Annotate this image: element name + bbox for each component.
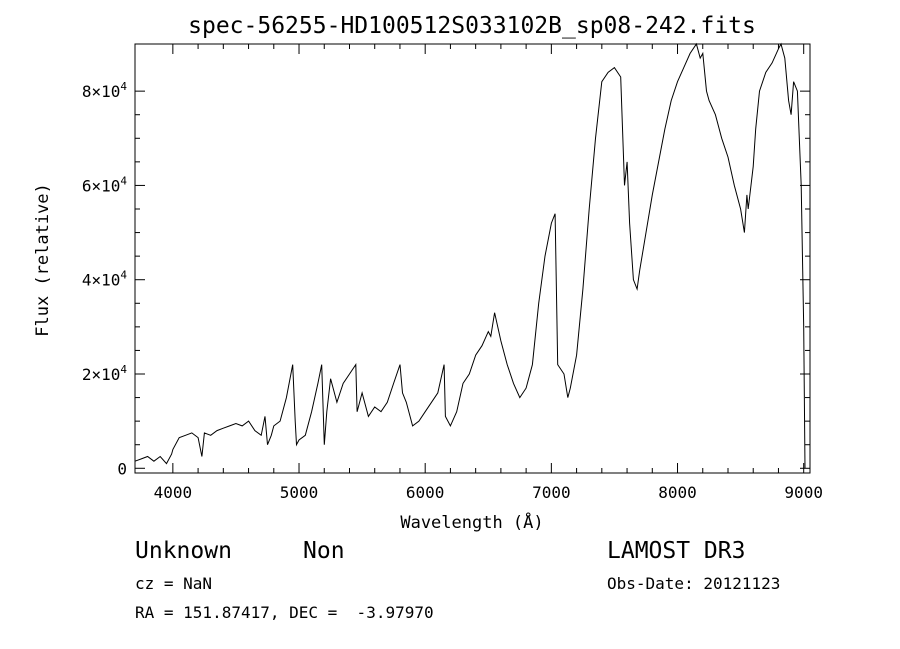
y-tick-label: 8×104 <box>82 80 128 101</box>
y-tick-label: 2×104 <box>82 363 128 384</box>
ra-dec-coordinates: RA = 151.87417, DEC = -3.97970 <box>135 603 434 622</box>
survey-name: LAMOST DR3 <box>607 538 746 564</box>
x-tick-label: 7000 <box>532 483 571 502</box>
observation-date: Obs-Date: 20121123 <box>607 574 781 593</box>
chart-title: spec-56255-HD100512S033102B_sp08-242.fit… <box>188 13 756 39</box>
object-subclass: Non <box>303 538 345 564</box>
spectrum-line <box>134 42 806 469</box>
y-axis-label: Flux (relative) <box>33 183 53 337</box>
y-tick-label: 4×104 <box>82 269 128 290</box>
plot-border <box>134 43 811 474</box>
x-tick-label: 8000 <box>658 483 697 502</box>
object-class: Unknown <box>135 538 232 564</box>
x-axis-label: Wavelength (Å) <box>400 511 543 533</box>
y-tick-label: 6×104 <box>82 174 128 195</box>
x-tick-label: 5000 <box>280 483 319 502</box>
x-axis: 4000 5000 6000 7000 8000 9000 <box>154 44 823 502</box>
x-tick-label: 6000 <box>406 483 445 502</box>
redshift-cz: cz = NaN <box>135 574 213 593</box>
y-axis: 0 2×104 4×104 6×104 8×104 <box>82 80 810 478</box>
y-tick-label: 0 <box>117 459 127 478</box>
x-tick-label: 9000 <box>784 483 823 502</box>
plot-frame <box>134 43 811 474</box>
x-tick-label: 4000 <box>154 483 193 502</box>
